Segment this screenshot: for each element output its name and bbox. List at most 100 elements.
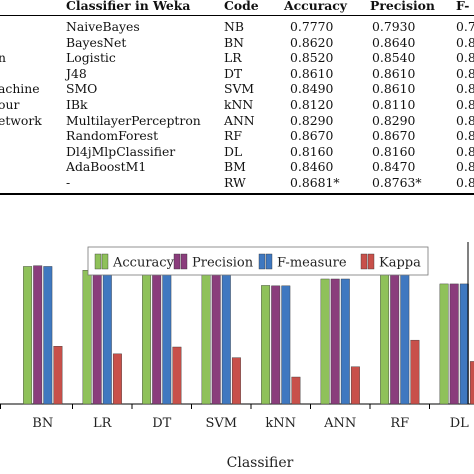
legend-swatch-kappa bbox=[367, 253, 375, 270]
bar-accuracy-rf bbox=[380, 264, 390, 405]
row-classifier: - bbox=[66, 175, 71, 190]
row-classifier: RandomForest bbox=[66, 128, 159, 144]
row-classifier: NaiveBayes bbox=[66, 19, 140, 34]
header-precision: Precision bbox=[370, 0, 435, 13]
legend-swatch-precision bbox=[180, 253, 188, 270]
row-precision: 0.8470 bbox=[372, 159, 416, 175]
bar-precision-lr bbox=[92, 269, 102, 405]
row-classifier: Dl4jMlpClassifier bbox=[66, 143, 176, 159]
x-tick-label: RF bbox=[390, 416, 409, 431]
row-fmeasure: 0.8 bbox=[456, 50, 474, 66]
row-accuracy: 0.8681* bbox=[290, 175, 340, 190]
row-code: LR bbox=[224, 50, 242, 66]
legend-swatch-f-measure bbox=[265, 253, 273, 270]
row-accuracy: 0.8490 bbox=[290, 81, 334, 97]
bar-f-measure-dt bbox=[162, 266, 172, 405]
row-left-label: etwork bbox=[0, 112, 42, 128]
row-accuracy: 0.8670 bbox=[290, 128, 334, 144]
row-fmeasure: 0.8 bbox=[456, 128, 474, 144]
table-bottom-rule bbox=[0, 193, 474, 195]
bar-f-measure-bn bbox=[43, 266, 53, 405]
row-accuracy: 0.8120 bbox=[290, 97, 334, 112]
bar-kappa-ann bbox=[350, 366, 360, 405]
row-classifier: SMO bbox=[66, 81, 98, 97]
row-precision: 0.8610 bbox=[372, 65, 416, 81]
row-code: NB bbox=[224, 19, 244, 34]
bar-precision-rf bbox=[390, 264, 400, 405]
bar-precision-dt bbox=[152, 266, 162, 405]
row-accuracy: 0.8520 bbox=[290, 50, 334, 66]
legend-label-accuracy: Accuracy bbox=[112, 256, 175, 271]
bar-precision-svm bbox=[211, 266, 221, 405]
bar-kappa-rf bbox=[410, 339, 420, 405]
row-left-label: achine bbox=[0, 81, 40, 97]
legend-swatch-f-measure bbox=[258, 253, 266, 270]
bar-accuracy-dl bbox=[439, 283, 449, 405]
bar-f-measure-lr bbox=[102, 270, 112, 405]
row-left-label: n bbox=[0, 50, 6, 66]
bar-f-measure-ann bbox=[340, 278, 350, 405]
legend-label-f-measure: F-measure bbox=[277, 256, 347, 271]
header-classifier: Classifier in Weka bbox=[66, 0, 191, 13]
bar-kappa-lr bbox=[112, 353, 122, 405]
bar-chart: BN LR DT SVM kNN ANN RF DL Accuracy Precision F-me… bbox=[0, 232, 474, 474]
bar-accuracy-dt bbox=[142, 266, 152, 405]
x-tick-label: SVM bbox=[205, 416, 237, 431]
row-code: kNN bbox=[224, 97, 254, 112]
row-fmeasure: 0.8 bbox=[456, 175, 474, 190]
results-table: Classifier in Weka Code Accuracy Precisi… bbox=[0, 0, 474, 198]
row-accuracy: 0.8160 bbox=[290, 143, 334, 159]
bar-f-measure-knn bbox=[281, 285, 291, 405]
bar-precision-bn bbox=[33, 265, 43, 405]
bar-precision-knn bbox=[271, 285, 281, 405]
row-code: ANN bbox=[224, 112, 255, 128]
bar-accuracy-bn bbox=[23, 266, 33, 405]
row-precision: 0.8160 bbox=[372, 143, 416, 159]
row-accuracy: 0.8610 bbox=[290, 65, 334, 81]
row-accuracy: 0.8290 bbox=[290, 112, 334, 128]
table-header-rule bbox=[0, 15, 474, 16]
row-precision: 0.8110 bbox=[372, 97, 416, 112]
bar-accuracy-ann bbox=[320, 278, 330, 405]
row-accuracy: 0.8620 bbox=[290, 34, 334, 50]
row-precision: 0.8640 bbox=[372, 34, 416, 50]
x-tick-label: ANN bbox=[323, 416, 356, 431]
bar-kappa-bn bbox=[53, 346, 63, 405]
bar-precision-dl bbox=[449, 283, 459, 405]
row-code: SVM bbox=[224, 81, 255, 97]
row-precision: 0.7930 bbox=[372, 19, 416, 34]
bar-f-measure-rf bbox=[400, 264, 410, 405]
bar-precision-ann bbox=[330, 278, 340, 405]
row-classifier: Logistic bbox=[66, 50, 116, 66]
header-code: Code bbox=[224, 0, 259, 13]
bar-kappa-knn bbox=[291, 376, 301, 405]
legend-label-precision: Precision bbox=[192, 256, 254, 271]
x-axis-label: Classifier bbox=[227, 455, 294, 471]
row-classifier: IBk bbox=[66, 97, 88, 112]
row-precision: 0.8610 bbox=[372, 81, 416, 97]
row-fmeasure: 0.8 bbox=[456, 159, 474, 175]
row-fmeasure: 0.8 bbox=[456, 97, 474, 112]
row-accuracy: 0.7770 bbox=[290, 19, 334, 34]
bar-accuracy-svm bbox=[201, 271, 211, 405]
row-fmeasure: 0.8 bbox=[456, 81, 474, 97]
row-precision: 0.8670 bbox=[372, 128, 416, 144]
row-fmeasure: 0.8 bbox=[456, 112, 474, 128]
bar-accuracy-lr bbox=[82, 270, 92, 405]
row-fmeasure: 0.8 bbox=[456, 65, 474, 81]
bar-kappa-svm bbox=[231, 357, 241, 405]
x-tick-label: DL bbox=[450, 416, 469, 431]
row-accuracy: 0.8460 bbox=[290, 159, 334, 175]
bar-f-measure-dl bbox=[459, 283, 469, 405]
row-left-label: our bbox=[0, 97, 20, 112]
row-classifier: AdaBoostM1 bbox=[66, 159, 147, 175]
legend-swatch-accuracy bbox=[101, 253, 109, 270]
x-tick-label: DT bbox=[152, 416, 171, 431]
row-classifier: MultilayerPerceptron bbox=[66, 112, 201, 128]
row-code: RW bbox=[224, 175, 246, 190]
row-classifier: BayesNet bbox=[66, 34, 127, 50]
legend-swatch-kappa bbox=[360, 253, 368, 270]
x-tick-label: kNN bbox=[265, 416, 296, 431]
row-code: BN bbox=[224, 34, 244, 50]
row-code: RF bbox=[224, 128, 242, 144]
